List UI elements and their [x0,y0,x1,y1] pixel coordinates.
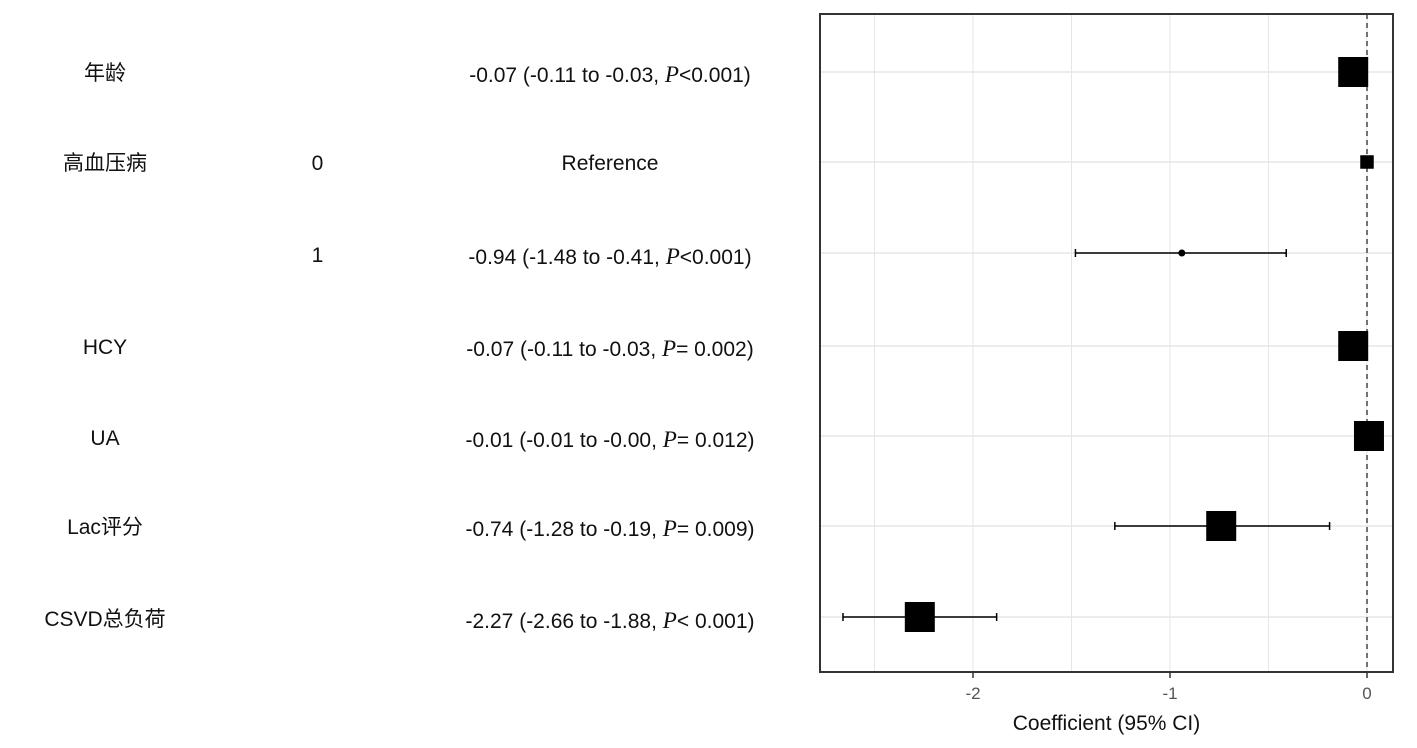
row-variable-label: UA [90,427,120,450]
x-tick-label: -1 [1162,684,1177,703]
row-variable-label: HCY [82,336,128,359]
x-axis-label: Coefficient (95% CI) [1013,712,1201,735]
row-estimate-text: -0.07 (-0.11 to -0.03, P= 0.002) [420,337,800,360]
point-marker [1178,249,1186,257]
p-value: < 0.001) [676,610,755,633]
p-symbol: P [665,244,680,269]
p-value: = 0.009) [676,518,755,541]
p-value: <0.001) [678,64,751,87]
row-variable-label: 年龄 [84,62,126,85]
point-marker [1338,57,1369,87]
point-marker [1353,421,1384,451]
x-tick-label: -2 [965,684,980,703]
row-estimate-text: -0.94 (-1.48 to -0.41, P<0.001) [420,245,800,268]
p-value: <0.001) [679,246,752,269]
estimate-value: -0.74 (-1.28 to -0.19, [465,518,663,541]
point-marker [1206,511,1237,541]
estimate-value: Reference [561,152,659,175]
row-variable-label: Lac评分 [67,516,143,539]
p-symbol: P [662,336,677,361]
row-variable-label: 高血压病 [63,152,147,175]
p-value: = 0.012) [676,429,755,452]
row-estimate-text: -0.74 (-1.28 to -0.19, P= 0.009) [420,517,800,540]
estimate-value: -0.07 (-0.11 to -0.03, [469,64,665,87]
p-symbol: P [662,427,677,452]
estimate-value: -2.27 (-2.66 to -1.88, [465,610,663,633]
row-estimate-text: -0.07 (-0.11 to -0.03, P<0.001) [420,63,800,86]
estimate-value: -0.07 (-0.11 to -0.03, [466,338,662,361]
row-level-label: 1 [311,244,324,267]
estimate-value: -0.01 (-0.01 to -0.00, [465,429,663,452]
p-symbol: P [664,62,679,87]
row-estimate-text: -0.01 (-0.01 to -0.00, P= 0.012) [420,428,800,451]
estimate-value: -0.94 (-1.48 to -0.41, [468,246,666,269]
p-symbol: P [662,516,677,541]
row-level-label: 0 [311,152,324,175]
point-marker [1338,331,1369,361]
x-tick-label: 0 [1362,684,1371,703]
row-variable-label: CSVD总负荷 [44,608,166,631]
p-value: = 0.002) [676,338,754,361]
plot-frame [819,13,1394,673]
row-estimate-text: Reference [420,153,800,174]
p-symbol: P [662,608,677,633]
row-estimate-text: -2.27 (-2.66 to -1.88, P< 0.001) [420,609,800,632]
point-marker [1360,155,1374,169]
point-marker [904,602,935,632]
